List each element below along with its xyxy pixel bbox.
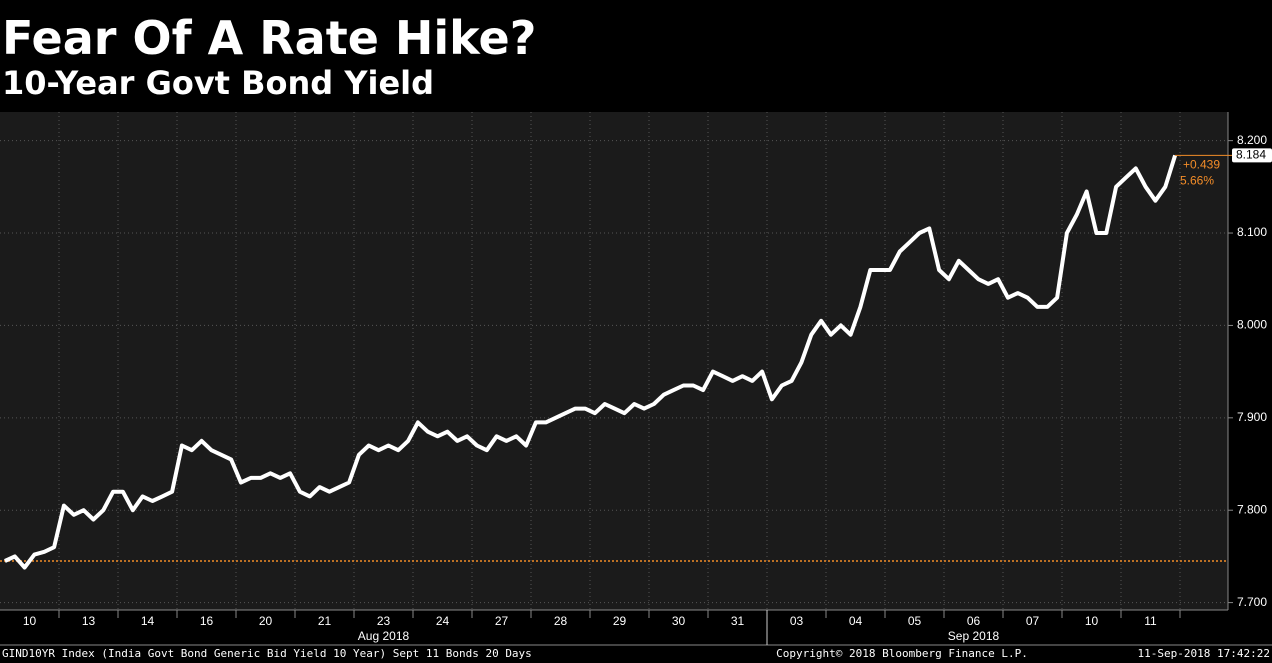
x-tick-label: 05: [908, 614, 922, 628]
change-pct-label: 5.66%: [1180, 174, 1214, 188]
x-tick-label: 14: [141, 614, 155, 628]
last-value-box: [1232, 148, 1272, 163]
x-tick-label: 03: [790, 614, 804, 628]
x-tick-label: 24: [436, 614, 450, 628]
chart-title: Fear Of A Rate Hike?: [2, 11, 536, 65]
x-tick-label: 11: [1144, 614, 1157, 628]
month-label: Sep 2018: [948, 629, 1000, 643]
x-tick-label: 20: [259, 614, 273, 628]
x-tick-label: 27: [495, 614, 509, 628]
x-tick-label: 04: [849, 614, 863, 628]
x-tick-label: 31: [731, 614, 745, 628]
x-tick-label: 30: [672, 614, 686, 628]
x-tick-label: 28: [554, 614, 568, 628]
x-tick-label: 21: [318, 614, 332, 628]
last-value-label: 8.184: [1236, 148, 1266, 162]
y-tick-label: 7.900: [1237, 410, 1267, 424]
y-tick-label: 7.700: [1237, 595, 1267, 609]
chart-subtitle: 10-Year Govt Bond Yield: [2, 64, 434, 102]
x-tick-label: 10: [1085, 614, 1099, 628]
month-label: Aug 2018: [358, 629, 410, 643]
footer-left: GIND10YR Index (India Govt Bond Generic …: [2, 647, 532, 660]
y-tick-label: 7.800: [1237, 502, 1267, 516]
x-tick-label: 07: [1026, 614, 1040, 628]
x-tick-label: 29: [613, 614, 627, 628]
x-tick-label: 13: [82, 614, 96, 628]
y-tick-label: 8.000: [1237, 318, 1267, 332]
change-label: +0.439: [1183, 158, 1220, 172]
x-tick-label: 23: [377, 614, 391, 628]
x-tick-label: 10: [23, 614, 37, 628]
line-series: [4, 154, 1178, 570]
x-tick-label: 16: [200, 614, 214, 628]
y-tick-label: 8.200: [1237, 133, 1267, 147]
plot-area: [0, 112, 1228, 610]
y-tick-label: 8.100: [1237, 225, 1267, 239]
footer-center: Copyright© 2018 Bloomberg Finance L.P.: [776, 647, 1028, 660]
x-tick-label: 06: [967, 614, 981, 628]
footer-right: 11-Sep-2018 17:42:22: [1138, 647, 1270, 660]
